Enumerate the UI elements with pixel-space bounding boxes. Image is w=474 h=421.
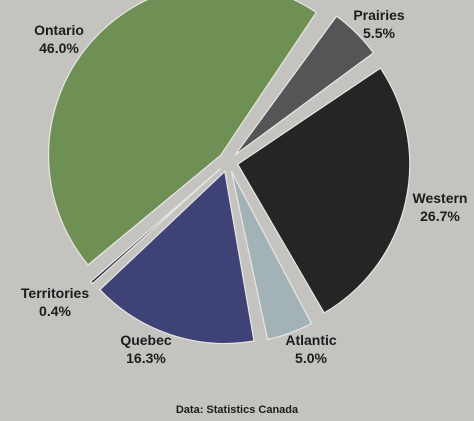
slice-value-western: 26.7% (420, 208, 460, 224)
slice-label-ontario: Ontario (34, 22, 84, 38)
slice-label-quebec: Quebec (120, 332, 172, 348)
source-note: Data: Statistics Canada (176, 404, 299, 416)
pie-slice-quebec (99, 170, 255, 345)
slice-label-territories: Territories (21, 285, 89, 301)
slice-value-atlantic: 5.0% (295, 350, 327, 366)
pie-labels: Ontario 46.0% Prairies 5.5% Western 26.7% Atla… (21, 7, 468, 366)
slice-value-territories: 0.4% (39, 303, 71, 319)
slice-value-ontario: 46.0% (39, 40, 79, 56)
pie-slices (47, 0, 411, 345)
pie-slice-atlantic (230, 171, 313, 341)
pie-slice-territories (89, 168, 221, 285)
slice-value-quebec: 16.3% (126, 350, 166, 366)
slice-label-atlantic: Atlantic (285, 332, 337, 348)
pie-slice-prairies (234, 15, 375, 156)
pie-slice-western (236, 67, 411, 314)
slice-label-prairies: Prairies (353, 7, 405, 23)
pie-slice-ontario (47, 0, 318, 266)
slice-value-prairies: 5.5% (363, 25, 395, 41)
slice-label-western: Western (413, 190, 468, 206)
